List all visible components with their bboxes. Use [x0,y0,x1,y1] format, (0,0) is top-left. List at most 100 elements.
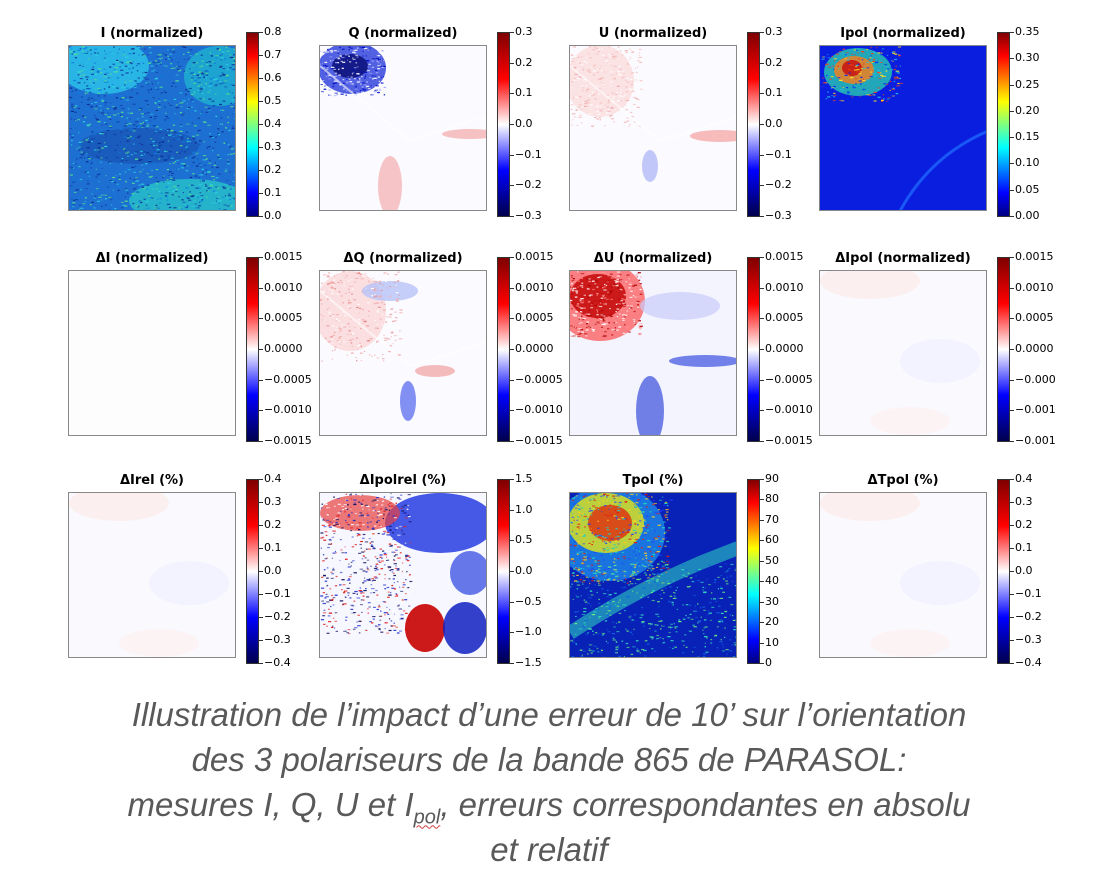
caption-line-3: mesures I, Q, U et Ipol, erreurs corresp… [0,782,1098,829]
colorbar-tick-label: 0.0010 [1010,280,1054,294]
heatmap-delta-tpol [819,492,987,658]
colorbar-tick-label: 0.0 [510,117,533,130]
caption-pol-subscript: pol [413,806,441,829]
colorbar-tick-label: 0.0 [760,117,783,130]
colorbar-tick-label: 0.2 [259,163,282,176]
colorbar-tick-label: 0.0010 [760,280,804,294]
colorbar-tick-label: −0.001 [1010,403,1056,417]
panel-title-u: U (normalized) [598,26,708,41]
colorbar-tick-label: 0.30 [1010,51,1040,65]
colorbar-tick-label: 0.2 [1010,518,1033,531]
colorbar-tpol [747,479,760,664]
heatmap-ipol [819,45,987,211]
colorbar-tick-label: 10 [760,635,779,649]
panel-title-delta-ipolrel: ΔIpolrel (%) [359,473,447,488]
colorbar-tick-label: 0.0 [259,209,282,222]
colorbar-delta-i [246,257,259,442]
colorbar-tick-label: 0.0 [1010,564,1033,577]
colorbar-tick-label: −0.0015 [510,434,563,447]
colorbar-tick-label: 0.35 [1010,25,1040,38]
colorbar-tick-label: 0.0000 [760,342,804,355]
panel-title-delta-q: ΔQ (normalized) [343,251,463,266]
colorbar-tick-label: 0.20 [1010,103,1040,117]
colorbar-tick-label: 0.4 [259,472,282,485]
colorbar-tick-label: 1.5 [510,472,533,485]
caption-line-2: des 3 polariseurs de la bande 865 de PAR… [191,741,907,778]
colorbar-tick-label: 0.1 [259,541,282,554]
colorbar-tick-label: 0.7 [259,48,282,61]
panel-title-delta-u: ΔU (normalized) [593,251,713,266]
colorbar-delta-q [497,257,510,442]
colorbar-delta-u [747,257,760,442]
colorbar-tick-label: −0.3 [510,209,542,222]
colorbar-tick-label: 0.4 [259,117,282,130]
colorbar-tick-label: 0.1 [259,186,282,199]
colorbar-delta-ipol [997,257,1010,442]
heatmap-delta-u [569,270,737,436]
colorbar-tick-label: 0.05 [1010,182,1040,196]
colorbar-tick-label: 0.3 [510,25,533,38]
colorbar-delta-irel [246,479,259,664]
panel-title-delta-tpol: ΔTpol (%) [867,473,939,488]
colorbar-i [246,32,259,217]
colorbar-tick-label: −0.000 [1010,372,1056,386]
colorbar-q [497,32,510,217]
colorbar-tick-label: −0.1 [259,587,291,600]
colorbar-tick-label: 0.1 [510,86,533,100]
figure-caption: Illustration de l’impact d’une erreur de… [0,692,1098,872]
colorbar-tick-label: 90 [760,472,779,485]
colorbar-tick-label: −0.1 [510,147,542,161]
colorbar-tick-label: −0.001 [1010,434,1056,447]
colorbar-tick-label: 0.2 [760,55,783,69]
colorbar-tick-label: 0.2 [510,55,533,69]
colorbar-tick-label: −0.0015 [259,434,312,447]
colorbar-tick-label: −0.0005 [259,372,312,386]
caption-line-4: et relatif [490,831,608,868]
colorbar-tick-label: 0.0000 [259,342,303,355]
colorbar-tick-label: 0.5 [259,94,282,107]
heatmap-delta-irel [68,492,236,658]
colorbar-tick-label: 0.0010 [510,280,554,294]
colorbar-tick-label: 1.0 [510,502,533,516]
colorbar-tick-label: 0.0000 [1010,342,1054,355]
colorbar-tick-label: 0.1 [760,86,783,100]
caption-line-1: Illustration de l’impact d’une erreur de… [131,696,967,733]
colorbar-tick-label: −0.3 [1010,633,1042,646]
colorbar-tick-label: −0.2 [510,178,542,192]
colorbar-tick-label: 0.3 [259,495,282,508]
panel-title-ipol: Ipol (normalized) [840,26,966,41]
colorbar-tick-label: 0.25 [1010,77,1040,91]
heatmap-q [319,45,487,211]
colorbar-tick-label: 0.3 [1010,495,1033,508]
colorbar-tick-label: 0.0005 [1010,311,1054,325]
colorbar-tick-label: −0.2 [760,178,792,192]
colorbar-tick-label: 0.15 [1010,130,1040,144]
caption-line-3-start: mesures I, Q, U et I [127,786,414,823]
colorbar-tick-label: 0.8 [259,25,282,38]
colorbar-tick-label: −0.3 [760,209,792,222]
colorbar-tick-label: 20 [760,615,779,629]
colorbar-tick-label: 0.0005 [259,311,303,325]
colorbar-ipol [997,32,1010,217]
colorbar-tick-label: −0.3 [259,633,291,646]
colorbar-tick-label: −1.0 [510,625,542,639]
colorbar-tick-label: 0.0015 [760,250,804,263]
colorbar-tick-label: 0.0005 [760,311,804,325]
colorbar-tick-label: 60 [760,533,779,547]
colorbar-tick-label: 0.0000 [510,342,554,355]
colorbar-tick-label: 0.0005 [510,311,554,325]
panel-title-i: I (normalized) [100,26,204,41]
colorbar-tick-label: 30 [760,594,779,608]
colorbar-tick-label: 0.5 [510,533,533,547]
panel-title-q: Q (normalized) [348,26,458,41]
colorbar-tick-label: −0.0005 [760,372,813,386]
colorbar-tick-label: −0.0010 [760,403,813,417]
figure-grid: I (normalized) 0.8 0.7 0.6 0.5 0.4 0.3 0.2 0.1 0.… [68,25,1056,669]
colorbar-tick-label: −0.2 [259,610,291,623]
colorbar-tick-label: 0.0015 [1010,250,1054,263]
colorbar-tick-label: 0 [760,656,772,669]
colorbar-tick-label: 70 [760,512,779,526]
colorbar-tick-label: −0.0005 [510,372,563,386]
colorbar-tick-label: −0.4 [1010,656,1042,669]
colorbar-tick-label: 80 [760,492,779,506]
